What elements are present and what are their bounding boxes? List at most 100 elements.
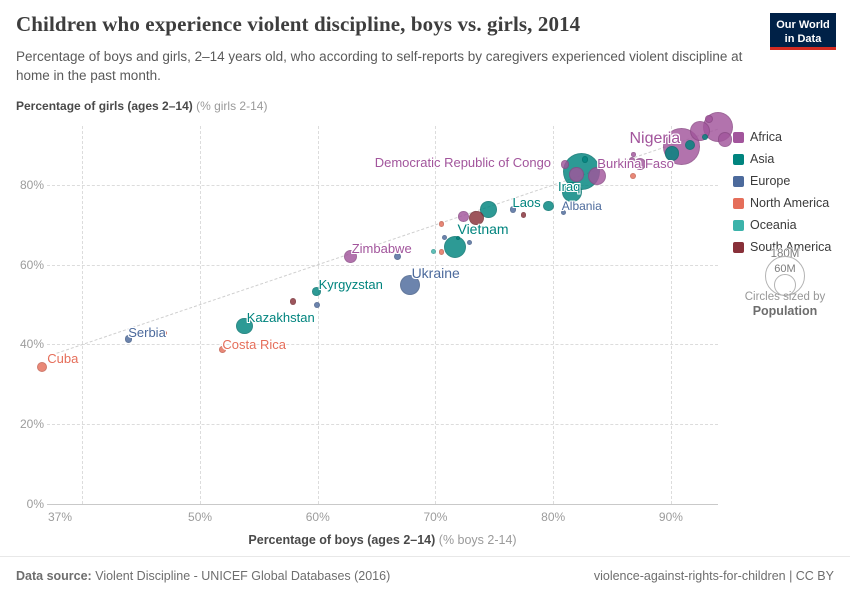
- data-point-burkina-faso[interactable]: [634, 158, 647, 171]
- data-point-asia[interactable]: [455, 235, 461, 241]
- x-tick-90: 90%: [658, 510, 683, 524]
- legend-item-asia[interactable]: Asia: [733, 152, 774, 166]
- y-axis-title-unit: (% girls 2-14): [196, 99, 268, 113]
- size-legend-small-value: 60M: [774, 263, 796, 275]
- data-point-ukraine[interactable]: [399, 274, 420, 295]
- data-point-vietnam[interactable]: [444, 235, 467, 258]
- data-point-costa-rica[interactable]: [219, 346, 226, 353]
- country-label-vietnam: Vietnam: [457, 220, 509, 237]
- country-label-burkina-faso: Burkina Faso: [597, 156, 674, 172]
- license-note[interactable]: violence-against-rights-for-children | C…: [593, 569, 834, 583]
- data-source-label: Data source:: [16, 569, 92, 583]
- data-point-europe[interactable]: [313, 302, 320, 309]
- legend-label-south-america: South America: [750, 240, 832, 254]
- data-point-africa[interactable]: [569, 167, 585, 182]
- legend-item-europe[interactable]: Europe: [733, 174, 790, 188]
- data-point-asia[interactable]: [664, 146, 680, 161]
- x-axis-title-main: Percentage of boys (ages 2–14): [248, 533, 436, 547]
- gridline-y-20: [47, 424, 718, 426]
- data-point-africa[interactable]: [704, 114, 713, 123]
- data-source-note: Data source: Violent Discipline - UNICEF…: [16, 569, 390, 583]
- data-point-south-america[interactable]: [289, 298, 297, 305]
- legend-swatch-south-america: [733, 241, 744, 253]
- gridline-x-90: [670, 126, 672, 504]
- data-point-albania[interactable]: [561, 209, 567, 216]
- data-point-europe[interactable]: [509, 206, 517, 213]
- size-legend-small-circle: [774, 274, 796, 296]
- size-legend-caption-bold: Population: [752, 304, 818, 318]
- gridline-y-0: [47, 504, 718, 505]
- country-label-democratic-republic-of-congo: Democratic Republic of Congo: [374, 155, 552, 171]
- country-label-laos: Laos: [512, 194, 541, 210]
- chart-subtitle: Percentage of boys and girls, 2–14 years…: [16, 49, 743, 83]
- country-label-zimbabwe: Zimbabwe: [351, 241, 412, 257]
- data-point-serbia[interactable]: [124, 335, 132, 343]
- y-tick-20: 20%: [19, 417, 44, 432]
- data-point-asia[interactable]: [581, 156, 589, 163]
- legend-item-south-america[interactable]: South America: [733, 240, 831, 254]
- legend-label-oceania: Oceania: [750, 218, 797, 232]
- data-point-democratic-republic-of-congo[interactable]: [587, 167, 606, 186]
- owid-logo-line2: in Data: [784, 33, 822, 46]
- data-point-north-america[interactable]: [630, 173, 637, 180]
- country-label-ukraine: Ukraine: [411, 264, 460, 281]
- data-point-europe[interactable]: [466, 239, 473, 245]
- x-tick-70: 70%: [423, 510, 448, 524]
- data-point-north-america[interactable]: [162, 330, 167, 336]
- data-source-text: Violent Discipline - UNICEF Global Datab…: [91, 569, 391, 583]
- data-point-europe[interactable]: [394, 252, 402, 261]
- country-label-costa-rica: Costa Rica: [222, 336, 286, 352]
- data-point-zimbabwe[interactable]: [344, 249, 358, 263]
- gridline-x-80: [553, 126, 555, 504]
- legend-swatch-north-america: [733, 197, 744, 209]
- gridline-x-40: [82, 126, 84, 504]
- legend-swatch-africa: [733, 131, 744, 143]
- y-tick-40: 40%: [19, 337, 44, 352]
- legend-label-africa: Africa: [750, 130, 782, 144]
- data-point-africa[interactable]: [458, 211, 470, 222]
- data-point-africa[interactable]: [630, 152, 636, 157]
- data-point-oceania[interactable]: [430, 249, 436, 255]
- country-label-serbia: Serbia: [128, 324, 166, 340]
- data-point-south-america[interactable]: [521, 212, 527, 218]
- data-point-kyrgyzstan[interactable]: [312, 287, 321, 296]
- data-point-south-america[interactable]: [469, 210, 484, 226]
- legend-label-asia: Asia: [750, 152, 775, 166]
- country-label-albania: Albania: [561, 199, 602, 214]
- data-point-north-america[interactable]: [438, 221, 445, 227]
- gridline-y-40: [47, 344, 718, 346]
- y-tick-60: 60%: [19, 257, 44, 272]
- legend-item-africa[interactable]: Africa: [733, 130, 782, 144]
- page-title: Children who experience violent discipli…: [16, 12, 581, 36]
- gridline-x-70: [435, 126, 437, 504]
- gridline-y-60: [47, 264, 718, 266]
- data-point-africa[interactable]: [717, 132, 733, 147]
- legend-item-oceania[interactable]: Oceania: [733, 218, 797, 232]
- data-point-north-america[interactable]: [438, 249, 445, 255]
- country-label-kyrgyzstan: Kyrgyzstan: [318, 277, 383, 293]
- country-label-cuba: Cuba: [47, 350, 79, 366]
- data-point-asia[interactable]: [684, 139, 695, 150]
- y-axis-title: Percentage of girls (ages 2–14) (% girls…: [16, 99, 267, 113]
- x-axis-title-unit: (% boys 2-14): [438, 533, 517, 547]
- legend-label-europe: Europe: [750, 174, 791, 188]
- country-label-nigeria: Nigeria: [629, 129, 681, 147]
- data-point-africa[interactable]: [560, 160, 570, 169]
- x-axis-title: Percentage of boys (ages 2–14) (% boys 2…: [47, 533, 718, 547]
- data-point-cuba[interactable]: [37, 361, 48, 372]
- data-point-asia[interactable]: [480, 201, 497, 218]
- data-point-africa[interactable]: [629, 157, 636, 164]
- legend-item-north-america[interactable]: North America: [733, 196, 829, 210]
- data-point-laos[interactable]: [543, 200, 554, 212]
- gridline-y-80: [47, 184, 718, 186]
- footer-divider: [0, 556, 850, 557]
- owid-logo[interactable]: Our World in Data: [770, 13, 836, 50]
- data-point-iraq[interactable]: [562, 182, 583, 203]
- data-point-asia[interactable]: [702, 133, 709, 140]
- gridline-x-50: [200, 126, 202, 504]
- data-point-kazakhstan[interactable]: [236, 317, 254, 335]
- x-tick-80: 80%: [541, 510, 566, 524]
- data-point-europe[interactable]: [442, 234, 448, 240]
